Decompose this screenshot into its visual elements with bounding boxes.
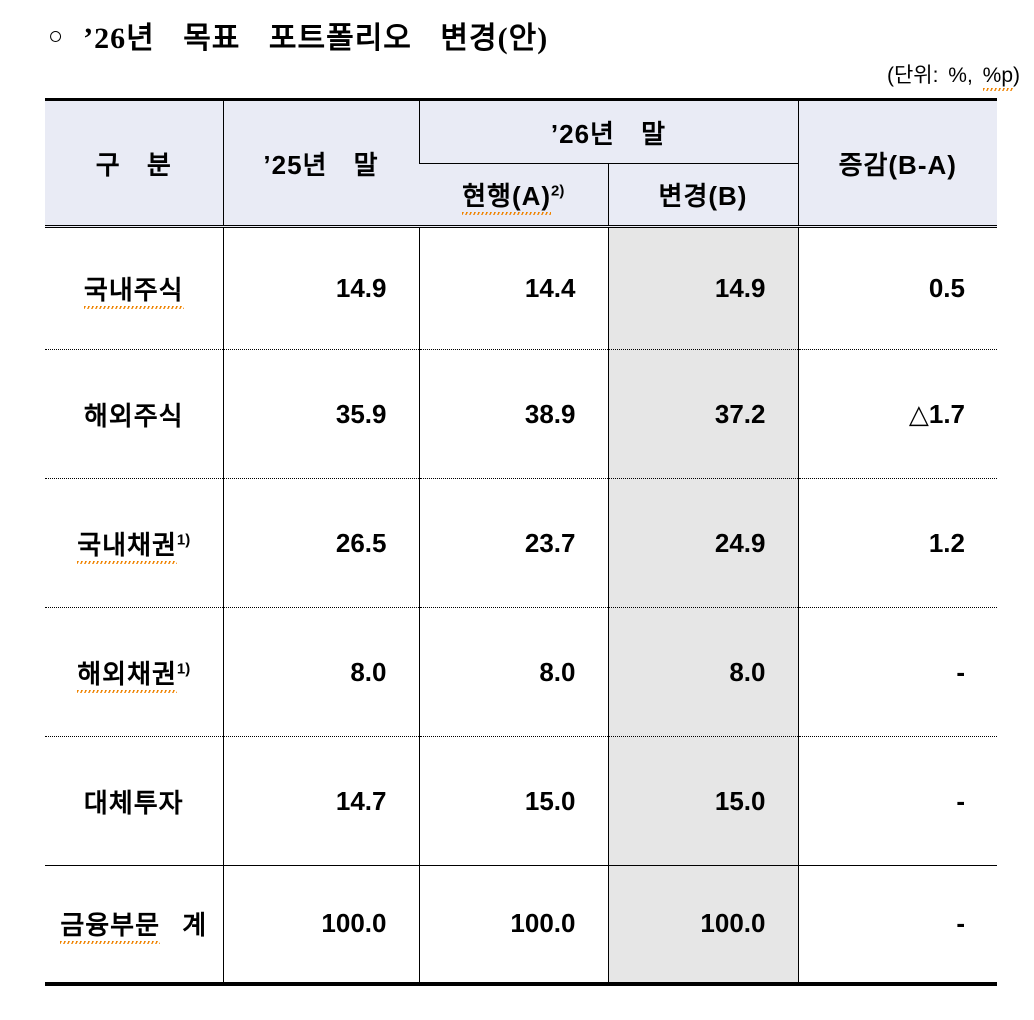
value-cell-current: 14.4 (418, 226, 608, 350)
value-cell-delta: - (797, 736, 997, 866)
category-label: 금융부문 (60, 910, 161, 945)
circle-bullet-icon: ○ (48, 22, 64, 50)
header-26-end: ’26년 말 (418, 99, 798, 164)
value-cell-25end: 35.9 (222, 349, 419, 479)
section-title: ○ ’26년 목표 포트폴리오 변경(안) (48, 13, 548, 57)
value-cell-delta: - (797, 607, 997, 737)
header-row-sub: 현행(A)2) 변경(B) (45, 163, 997, 228)
value-cell-25end: 8.0 (222, 607, 419, 737)
header-changed: 변경(B) (607, 163, 798, 228)
value-cell-current: 23.7 (418, 478, 608, 608)
value-cell-changed: 15.0 (607, 736, 798, 866)
category-cell: 해외채권1) (45, 608, 223, 737)
category-label: 국내주식 (83, 275, 184, 309)
category-cell: 국내채권1) (45, 479, 223, 608)
portfolio-table: 구 분 ’25년 말 ’26년 말 증감(B-A) 현행(A)2) 변경(B) … (45, 98, 997, 986)
value-cell-current: 8.0 (418, 607, 608, 737)
page-title: ’26년 목표 포트폴리오 변경(안) (83, 22, 549, 55)
table-row-overseas-bonds: 해외채권1) 8.0 8.0 8.0 - (45, 607, 997, 737)
header-current: 현행(A)2) (419, 163, 608, 228)
footnote-ref-1: 1) (176, 530, 191, 548)
table-header: 구 분 ’25년 말 ’26년 말 증감(B-A) 현행(A)2) 변경(B) (45, 99, 997, 228)
header-25-end: ’25년 말 (222, 99, 419, 228)
value-cell-changed: 100.0 (607, 865, 798, 984)
value-cell-25end: 14.9 (222, 226, 419, 350)
value-cell-changed: 24.9 (607, 478, 798, 608)
header-current-label: 현행(A) (462, 181, 552, 215)
category-cell: 금융부문 계 (45, 866, 223, 984)
category-cell: 국내주식 (45, 227, 223, 350)
value-cell-current: 38.9 (418, 349, 608, 479)
category-extra: 계 (160, 910, 208, 941)
value-cell-delta: - (797, 865, 997, 984)
header-row-top: 구 분 ’25년 말 ’26년 말 증감(B-A) (45, 99, 997, 228)
value-cell-current: 100.0 (418, 865, 608, 984)
footnote-ref-2: 2) (551, 182, 565, 200)
value-cell-delta: △1.7 (797, 349, 997, 479)
value-cell-25end: 14.7 (222, 736, 419, 866)
category-cell: 대체투자 (45, 737, 223, 866)
category-label: 해외주식 (83, 400, 184, 431)
header-category: 구 분 (45, 99, 223, 228)
category-label: 해외채권 (77, 658, 177, 693)
unit-note-suffix: ) (1013, 64, 1020, 87)
unit-note-marked-term: %p (982, 64, 1013, 91)
category-cell: 해외주식 (45, 350, 223, 479)
value-cell-changed: 14.9 (607, 226, 798, 350)
value-cell-25end: 26.5 (222, 478, 419, 608)
value-cell-changed: 8.0 (607, 607, 798, 737)
value-cell-delta: 0.5 (797, 226, 997, 350)
table-row-financial-total: 금융부문 계 100.0 100.0 100.0 - (45, 865, 997, 984)
table-row-domestic-bonds: 국내채권1) 26.5 23.7 24.9 1.2 (45, 478, 997, 608)
table-row-alternative-investments: 대체투자 14.7 15.0 15.0 - (45, 736, 997, 866)
value-cell-current: 15.0 (418, 736, 608, 866)
table-body: 국내주식 14.9 14.4 14.9 0.5 해외주식 35.9 38.9 3… (45, 226, 997, 984)
value-cell-changed: 37.2 (607, 349, 798, 479)
table-row-domestic-stocks: 국내주식 14.9 14.4 14.9 0.5 (45, 226, 997, 350)
table-row-overseas-stocks: 해외주식 35.9 38.9 37.2 △1.7 (45, 349, 997, 479)
category-label: 국내채권 (77, 529, 177, 564)
header-delta: 증감(B-A) (797, 99, 997, 228)
unit-note-prefix: (단위: %, (886, 64, 983, 87)
footnote-ref-1: 1) (176, 659, 191, 677)
unit-note: (단위: %, %p) (886, 59, 1020, 91)
value-cell-delta: 1.2 (797, 478, 997, 608)
category-label: 대체투자 (83, 787, 184, 818)
value-cell-25end: 100.0 (222, 865, 419, 984)
